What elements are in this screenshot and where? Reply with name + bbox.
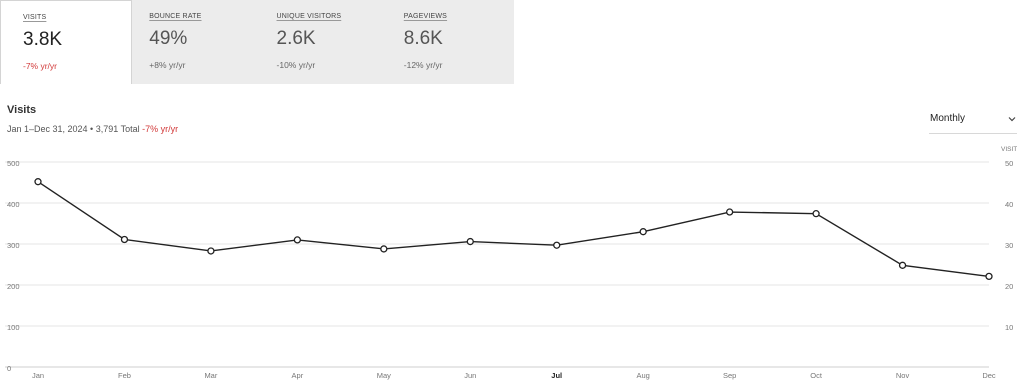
y-tick-label: 500 [7,159,20,168]
data-point [207,247,215,255]
period-select[interactable]: Monthly [929,110,1017,134]
data-point [34,178,42,186]
right-y-tick-label: 30 [1005,241,1013,250]
data-point [293,236,302,244]
data-point [120,235,129,244]
x-tick-label: May [377,371,391,380]
stat-card-visits[interactable]: VISITS 3.8K -7% yr/yr [0,0,133,84]
chart-title: Visits [7,104,37,116]
chart-subtitle-range: Jan 1–Dec 31, 2024 • 3,791 Total [7,124,140,134]
right-y-tick-label: 50 [1005,159,1013,168]
y-tick-label: 0 [7,364,11,373]
x-tick-label: Jan [32,371,44,380]
stat-value: 8.6K [403,28,443,49]
x-tick-label: Jul [551,371,562,380]
series-line [37,181,990,278]
stat-change: -12% yr/yr [403,60,443,70]
stat-label: UNIQUE VISITORS [276,13,342,20]
stat-value: 49% [149,28,188,49]
data-point [553,241,561,249]
x-tick-label: Dec [982,371,996,380]
x-tick-label: Nov [896,371,910,380]
stat-value: 3.8K [23,29,63,50]
right-axis-label: VISIT [1001,146,1017,153]
stat-value: 2.6K [276,28,316,49]
x-tick-label: Sep [723,371,736,380]
right-y-tick-label: 10 [1005,323,1013,332]
stat-card-unique-visitors[interactable]: UNIQUE VISITORS 2.6K -10% yr/yr [260,0,387,84]
data-point [985,272,993,281]
stat-card-bounce-rate[interactable]: BOUNCE RATE 49% +8% yr/yr [132,0,259,84]
data-point [639,228,647,236]
data-point [725,208,734,216]
y-tick-label: 400 [7,200,20,209]
chevron-down-icon [1008,117,1016,122]
data-point [466,237,474,246]
stat-label: VISITS [23,14,47,21]
x-tick-label: Mar [204,371,217,380]
stat-card-pageviews[interactable]: PAGEVIEWS 8.6K -12% yr/yr [387,0,514,84]
x-tick-label: Oct [810,371,823,380]
stat-label: PAGEVIEWS [403,13,448,20]
data-point [898,261,907,269]
stat-strip: VISITS 3.8K -7% yr/yr BOUNCE RATE 49% +8… [0,0,514,84]
x-tick-label: Aug [637,371,650,380]
x-tick-label: Jun [464,371,476,380]
data-point [380,245,388,253]
right-y-tick-label: 40 [1005,200,1013,209]
y-tick-label: 300 [7,241,20,250]
right-y-tick-label: 20 [1005,282,1013,291]
chart-subtitle-change: -7% yr/yr [142,124,179,134]
stat-label: BOUNCE RATE [149,13,202,20]
stat-change: -10% yr/yr [276,60,316,70]
stat-change: -7% yr/yr [23,61,57,71]
period-select-label: Monthly [930,113,966,124]
x-tick-label: Feb [118,371,131,380]
chart-subtitle: Jan 1–Dec 31, 2024 • 3,791 Total -7% yr/… [7,124,178,134]
x-tick-label: Apr [292,371,304,380]
data-point [812,210,820,218]
stat-change: +8% yr/yr [149,60,186,70]
y-tick-label: 100 [7,323,20,332]
y-tick-label: 200 [7,282,20,291]
